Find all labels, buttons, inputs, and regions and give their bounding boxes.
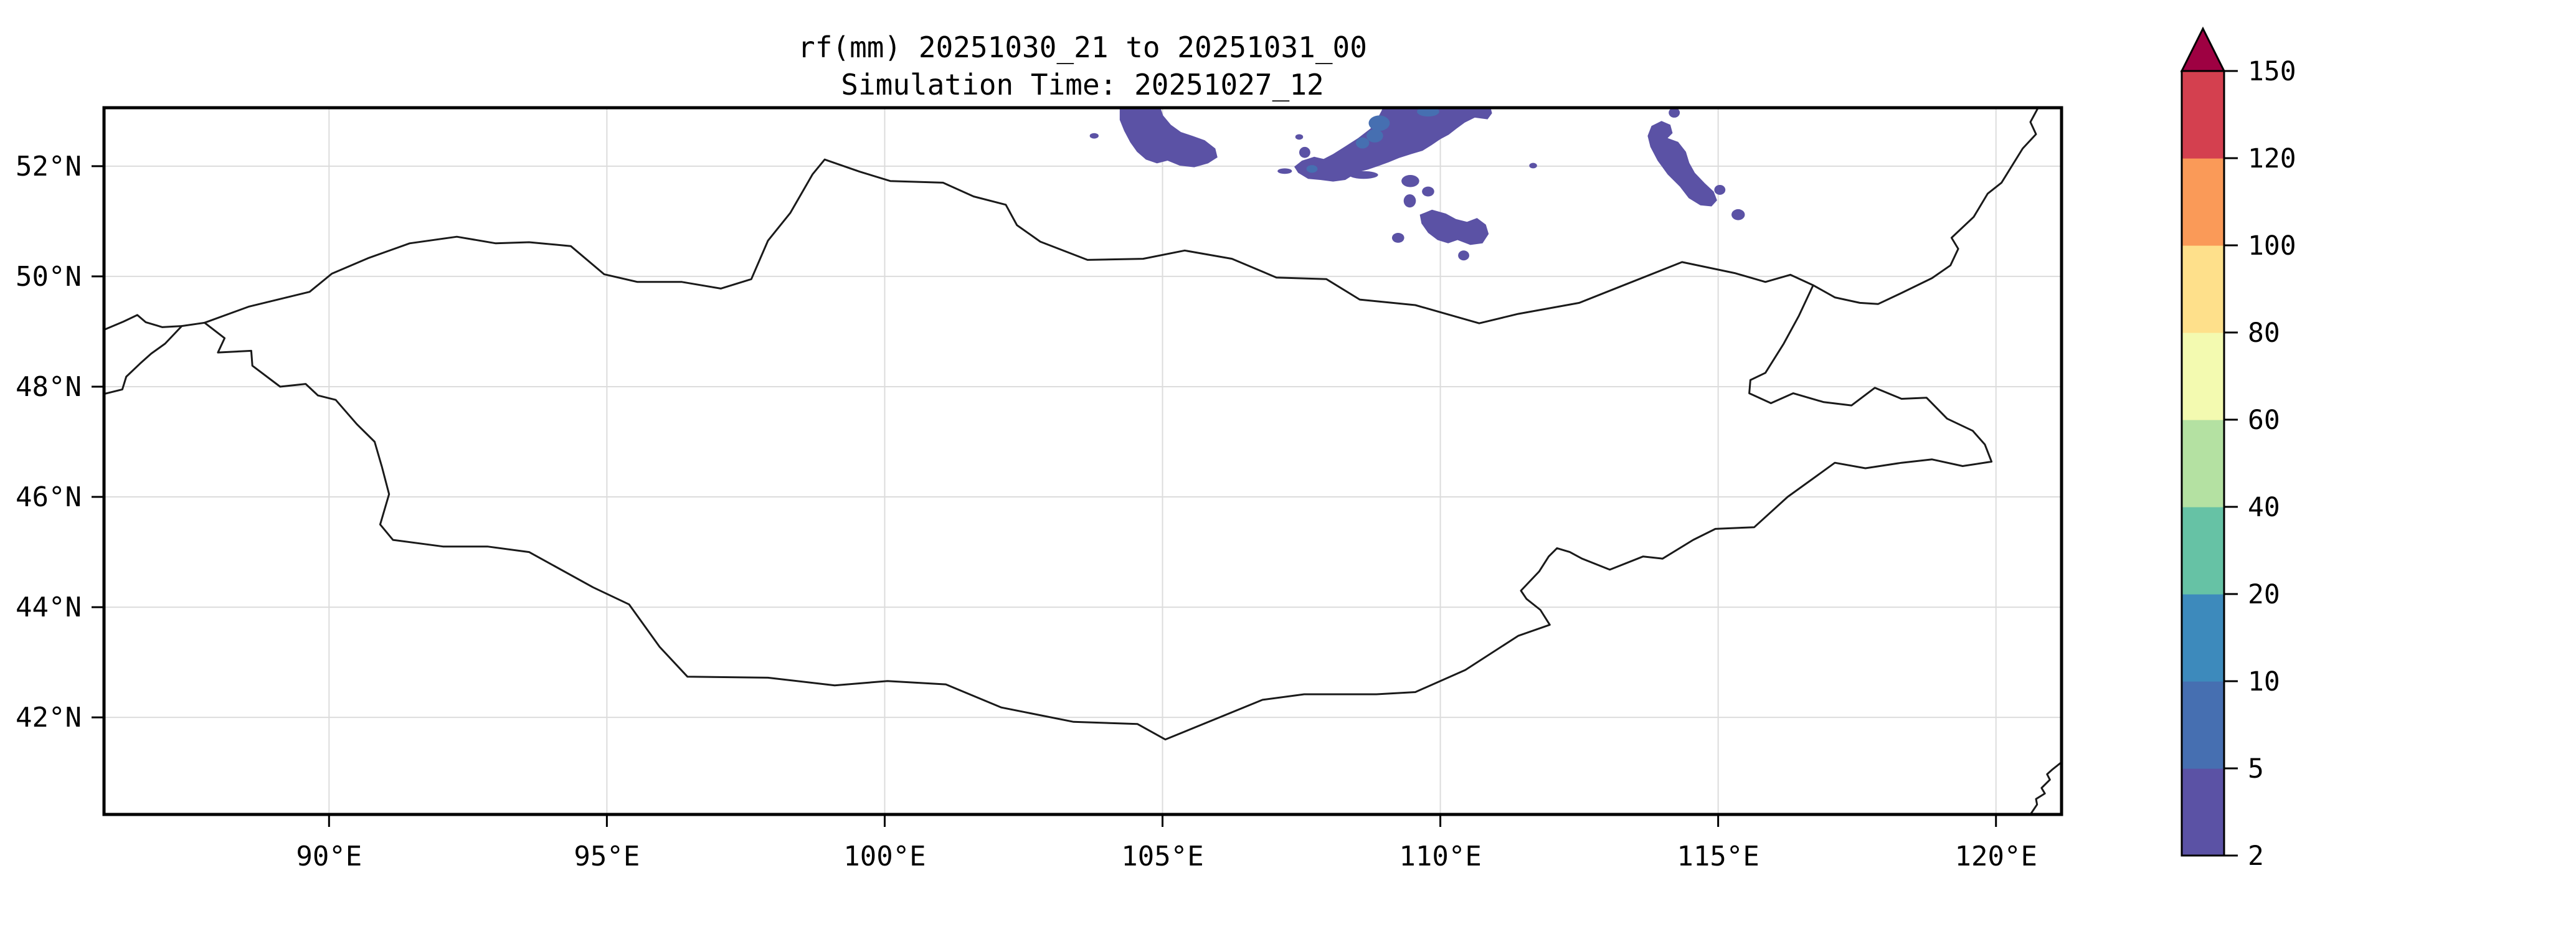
precip-cell [1089, 133, 1099, 139]
precip-cell [1299, 146, 1310, 158]
russia-china-border [1812, 108, 2040, 305]
precip-cell [1714, 184, 1726, 195]
precip-cell [1401, 175, 1419, 187]
plot-frame [102, 106, 2063, 816]
colorbar-tick-label: 150 [2248, 56, 2296, 87]
mongolia-border-outline [204, 158, 1993, 741]
kazakhstan-china-border [104, 325, 183, 395]
precip-cell [1391, 232, 1404, 243]
colorbar-tick-label: 2 [2248, 841, 2264, 872]
y-axis-label: 44°N [16, 592, 82, 623]
country-borders [104, 108, 2062, 814]
precip-area [1647, 121, 1717, 207]
x-axis-label: 90°E [296, 841, 362, 872]
precip-cell [1731, 209, 1745, 220]
russia-kazakhstan-border [104, 314, 206, 331]
precip-cell [1295, 134, 1304, 140]
precip-cell [1349, 171, 1378, 179]
axis-tick-labels: 90°E 95°E 100°E 105°E 110°E 115°E 120°E 52°N 50°… [16, 151, 2037, 872]
colorbar-tick-label: 5 [2248, 753, 2264, 785]
colorbar-outline [2181, 70, 2225, 857]
colorbar-tick-label: 100 [2248, 230, 2296, 262]
precip-cell [1366, 129, 1383, 143]
colorbar-segment [2182, 71, 2224, 159]
precip-cell [1422, 186, 1434, 197]
colorbar-tick-label: 60 [2248, 405, 2280, 436]
precip-cell [1417, 108, 1439, 117]
precip-area [1294, 108, 1492, 182]
precip-cell [1458, 250, 1469, 261]
precip-cell [1355, 137, 1370, 149]
colorbar-tick-label: 40 [2248, 492, 2280, 523]
precip-cell [1669, 108, 1680, 118]
colorbar-segment [2182, 333, 2224, 420]
colorbar-tick-label: 80 [2248, 318, 2280, 349]
x-axis-label: 105°E [1121, 841, 1203, 872]
colorbar-segment [2182, 245, 2224, 333]
colorbar: 2 5 10 20 40 60 80 100 120 150 [2180, 26, 2296, 872]
x-axis-label: 115°E [1677, 841, 1759, 872]
colorbar-segment [2182, 768, 2224, 856]
precip-cell [1368, 115, 1390, 131]
axis-ticks [92, 165, 1997, 827]
precipitation-contours [1089, 108, 1745, 261]
colorbar-segment [2182, 507, 2224, 595]
colorbar-segment [2182, 594, 2224, 682]
plot-title-line1: rf(mm) 20251030_21 to 20251031_00 [798, 31, 1367, 64]
colorbar-over-arrow [2180, 26, 2226, 72]
precip-cell [1277, 168, 1292, 174]
x-axis-label: 95°E [574, 841, 640, 872]
precip-cell [1403, 194, 1416, 208]
x-axis-label: 120°E [1955, 841, 2037, 872]
colorbar-tick-label: 10 [2248, 666, 2280, 697]
bohai-coastline [2029, 761, 2062, 814]
colorbar-segment [2182, 420, 2224, 507]
y-axis-label: 50°N [16, 261, 82, 293]
x-axis-label: 100°E [843, 841, 926, 872]
y-axis-label: 48°N [16, 371, 82, 403]
y-axis-label: 46°N [16, 481, 82, 513]
precip-cell [1529, 163, 1537, 169]
precip-area [1419, 209, 1489, 245]
colorbar-tick-label: 120 [2248, 143, 2296, 174]
precip-cell [1306, 165, 1318, 173]
colorbar-segment [2182, 158, 2224, 246]
x-axis-label: 110°E [1399, 841, 1481, 872]
y-axis-label: 42°N [16, 702, 82, 734]
colorbar-segment [2182, 681, 2224, 769]
precip-area [1119, 108, 1218, 167]
graticule-gridlines [104, 108, 2062, 814]
plot-title-line2: Simulation Time: 20251027_12 [841, 68, 1324, 101]
y-axis-label: 52°N [16, 151, 82, 182]
map-frame [102, 106, 2063, 816]
colorbar-tick-label: 20 [2248, 579, 2280, 610]
